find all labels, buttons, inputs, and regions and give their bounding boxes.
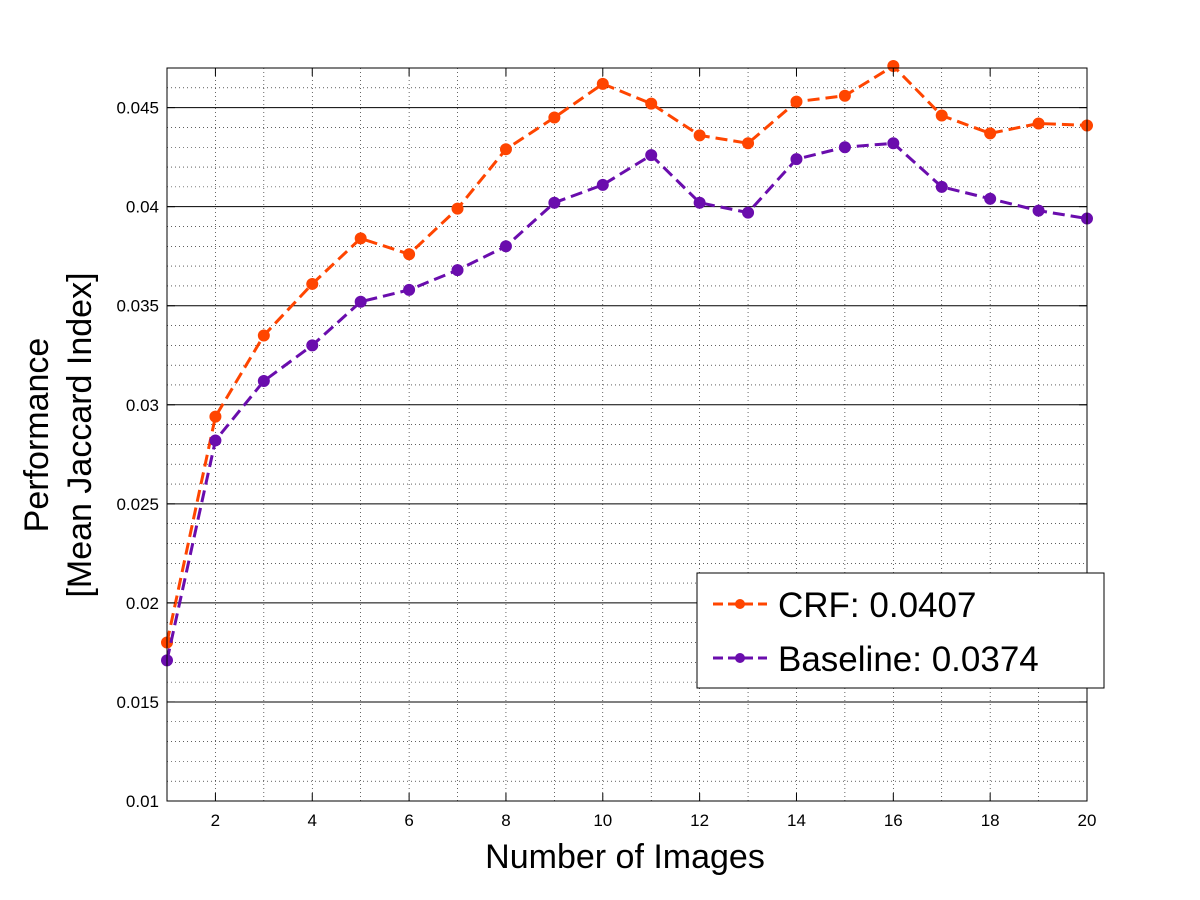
data-point-crf [354,232,367,245]
y-tick-labels: 0.01 0.015 0.02 0.025 0.03 0.035 0.04 0.045 [116,99,159,811]
plot-area [167,68,1087,801]
x-tick-label: 16 [884,811,903,830]
data-point-baseline [838,141,851,154]
x-tick-label: 6 [404,811,413,830]
data-point-baseline [645,149,658,162]
data-point-crf [984,127,997,140]
data-point-baseline [499,240,512,253]
data-point-baseline [403,283,416,296]
y-tick-label: 0.025 [116,495,159,514]
y-tick-label: 0.035 [116,297,159,316]
y-tick-label: 0.04 [126,198,159,217]
data-point-crf [935,109,948,122]
data-point-baseline [548,196,561,209]
y-axis-title-line-1: Performance [18,338,56,533]
legend-marker-crf [735,599,745,609]
data-point-crf [257,329,270,342]
data-point-crf [838,89,851,102]
y-axis-title: Performance [Mean Jaccard Index] [18,272,99,597]
data-point-baseline [984,192,997,205]
series-line-baseline [165,141,1088,661]
series-line-crf [165,64,1088,643]
data-point-baseline [935,180,948,193]
data-point-baseline [790,153,803,166]
data-point-crf [548,111,561,124]
x-tick-label: 12 [690,811,709,830]
legend-label-baseline: Baseline: 0.0374 [778,640,1039,679]
data-point-crf [693,129,706,142]
data-point-baseline [306,339,319,352]
x-tick-label: 14 [787,811,806,830]
data-point-crf [790,95,803,108]
legend-marker-baseline [735,653,745,663]
data-point-crf [742,137,755,150]
x-tick-label: 18 [981,811,1000,830]
y-tick-label: 0.045 [116,99,159,118]
tick-marks [167,68,1088,802]
plot-frame [166,67,1088,802]
x-axis-title: Number of Images [485,838,765,876]
x-tick-label: 2 [211,811,220,830]
data-point-crf [645,97,658,110]
data-point-crf [1032,117,1045,130]
series-layer [161,60,1093,667]
data-point-baseline [354,295,367,308]
data-point-baseline [257,375,270,388]
y-tick-label: 0.015 [116,693,159,712]
data-point-baseline [451,264,464,277]
legend-box [696,572,1105,689]
data-point-baseline [887,137,900,150]
y-tick-label: 0.01 [126,792,159,811]
data-point-crf [306,277,319,290]
data-point-crf [451,202,464,215]
x-tick-label: 8 [501,811,510,830]
data-point-crf [596,77,609,90]
legend-label-crf: CRF: 0.0407 [778,586,976,625]
legend: CRF: 0.0407 Baseline: 0.0374 [696,572,1105,689]
data-point-baseline [209,434,222,447]
x-tick-label: 20 [1078,811,1097,830]
data-point-baseline [742,206,755,219]
data-point-crf [499,143,512,156]
data-point-baseline [693,196,706,209]
x-tick-label: 4 [308,811,317,830]
data-point-crf [209,410,222,423]
data-point-crf [403,248,416,261]
y-tick-label: 0.03 [126,396,159,415]
x-tick-labels: 2 4 6 8 10 12 14 16 18 20 [211,811,1097,830]
y-axis-title-line-2: [Mean Jaccard Index] [61,272,99,597]
y-tick-label: 0.02 [126,594,159,613]
data-point-baseline [1032,204,1045,217]
x-tick-label: 10 [593,811,612,830]
data-point-baseline [596,178,609,191]
